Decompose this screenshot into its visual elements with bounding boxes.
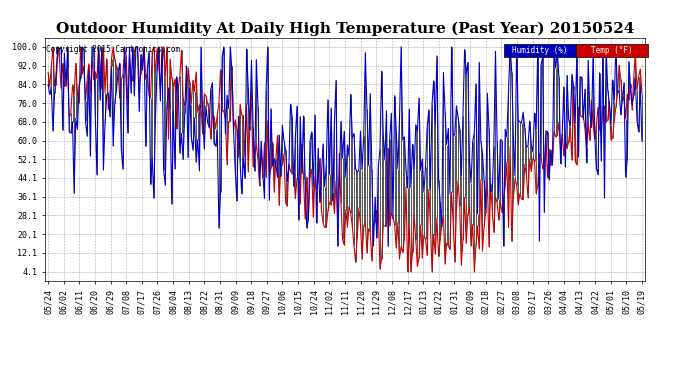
Text: Copyright 2015 Cartronics.com: Copyright 2015 Cartronics.com	[46, 45, 180, 54]
Bar	[576, 44, 648, 57]
Text: Humidity (%): Humidity (%)	[513, 46, 568, 55]
Bar	[504, 44, 576, 57]
Text: Temp (°F): Temp (°F)	[591, 46, 633, 55]
Title: Outdoor Humidity At Daily High Temperature (Past Year) 20150524: Outdoor Humidity At Daily High Temperatu…	[56, 22, 634, 36]
